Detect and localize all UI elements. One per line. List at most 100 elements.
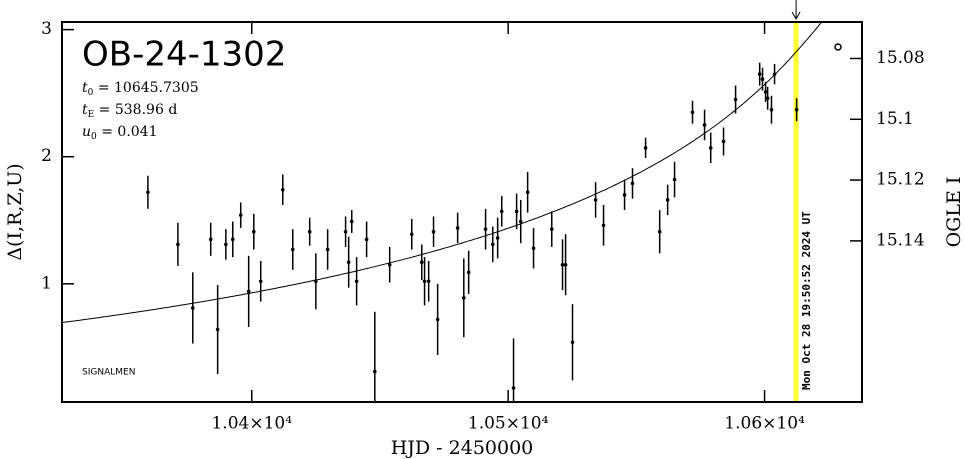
data-point <box>514 209 519 214</box>
data-point <box>419 260 424 265</box>
data-point <box>354 279 359 284</box>
data-point <box>499 209 504 214</box>
data-point <box>238 213 243 217</box>
data-point <box>657 229 662 234</box>
data-point <box>466 270 471 275</box>
data-point <box>349 219 354 224</box>
data-point <box>708 146 713 150</box>
parameter-value: 10645.7305 <box>114 80 199 96</box>
data-point <box>246 289 251 294</box>
x-tick-label: 1.06×10⁴ <box>724 414 805 434</box>
plot-frame <box>61 21 863 403</box>
parameter-value: 0.041 <box>117 124 157 140</box>
arrow-head <box>791 11 801 21</box>
model-curve <box>62 22 823 324</box>
data-point <box>757 72 762 76</box>
y2-tick-label: 15.14 <box>876 230 925 250</box>
data-point <box>461 295 466 300</box>
data-point <box>518 219 523 224</box>
parameter-name: u <box>82 124 91 140</box>
data-point <box>176 242 180 247</box>
data-point <box>422 279 427 284</box>
data-point <box>760 77 765 81</box>
data-point <box>431 229 436 234</box>
y2-axis-label: OGLE I <box>943 177 965 248</box>
parameter: tE = 538.96 d <box>82 102 177 120</box>
parameter: t0 = 10645.7305 <box>82 80 199 98</box>
data-point <box>307 229 312 234</box>
data-point <box>258 279 263 284</box>
data-point <box>643 146 648 150</box>
data-point <box>346 260 351 265</box>
data-point <box>531 246 536 251</box>
parameter-sub: 0 <box>91 132 97 142</box>
data-point <box>230 237 235 242</box>
parameter-value: 538.96 <box>115 102 164 118</box>
parameter-name: t <box>82 102 88 118</box>
data-point <box>208 237 213 242</box>
data-point <box>483 227 488 231</box>
data-point <box>563 262 568 267</box>
data-point <box>721 139 726 144</box>
data-point <box>672 177 677 182</box>
data-point <box>409 232 414 237</box>
data-point <box>455 226 460 230</box>
x-tick-label: 1.04×10⁴ <box>211 414 292 434</box>
data-point <box>511 386 516 390</box>
data-point <box>549 227 554 231</box>
equals: = <box>97 124 118 140</box>
parameter-sub: E <box>88 110 95 120</box>
data-point <box>495 236 500 240</box>
y2-tick-label: 15.1 <box>876 109 914 129</box>
parameter: u0 = 0.041 <box>82 124 158 142</box>
note: SIGNALMEN <box>82 368 135 378</box>
equals: = <box>94 102 115 118</box>
data-point <box>426 279 431 284</box>
parameter-name: t <box>82 80 88 96</box>
y-axis-label: Δ(I,R,Z,U) <box>4 163 26 260</box>
x-tick-label: 1.05×10⁴ <box>468 414 549 434</box>
data-point <box>435 317 440 322</box>
data-point <box>387 262 392 267</box>
y-tick-label: 2 <box>41 146 52 166</box>
symbol <box>834 43 842 51</box>
data-point <box>364 237 369 242</box>
data-point <box>765 96 770 101</box>
data-point <box>190 306 195 310</box>
equals: = <box>93 80 114 96</box>
data-point <box>702 123 707 127</box>
data-point <box>601 223 606 228</box>
data-point <box>772 72 777 76</box>
parameter-sub: 0 <box>88 88 94 98</box>
data-point <box>314 279 318 284</box>
data-point <box>280 187 285 192</box>
data-point <box>525 190 530 195</box>
data-point <box>146 190 150 195</box>
data-point <box>593 198 598 202</box>
data-point <box>560 262 565 267</box>
data-point <box>570 340 575 345</box>
data-point <box>733 97 738 102</box>
data-point <box>490 242 495 247</box>
data-point <box>690 110 695 115</box>
y2-tick-label: 15.08 <box>876 48 925 68</box>
y2-tick-label: 15.12 <box>876 170 925 190</box>
data-point <box>251 229 256 234</box>
data-point <box>373 369 377 374</box>
plot-area <box>62 22 823 402</box>
data-point <box>769 107 774 112</box>
data-point <box>224 242 228 247</box>
data-point <box>325 247 330 252</box>
now-label: Mon Oct 28 19:50:52 2024 UT <box>800 211 813 390</box>
chart-title: OB-24-1302 <box>82 35 286 75</box>
y-tick-label: 1 <box>41 273 52 293</box>
data-point <box>290 247 295 252</box>
data-point <box>794 107 799 112</box>
data-point <box>343 229 348 234</box>
y-tick-label: 3 <box>41 19 52 39</box>
data-point <box>622 193 627 197</box>
data-point <box>763 90 768 94</box>
data-point <box>665 198 670 202</box>
x-axis-label: HJD - 2450000 <box>391 437 534 459</box>
